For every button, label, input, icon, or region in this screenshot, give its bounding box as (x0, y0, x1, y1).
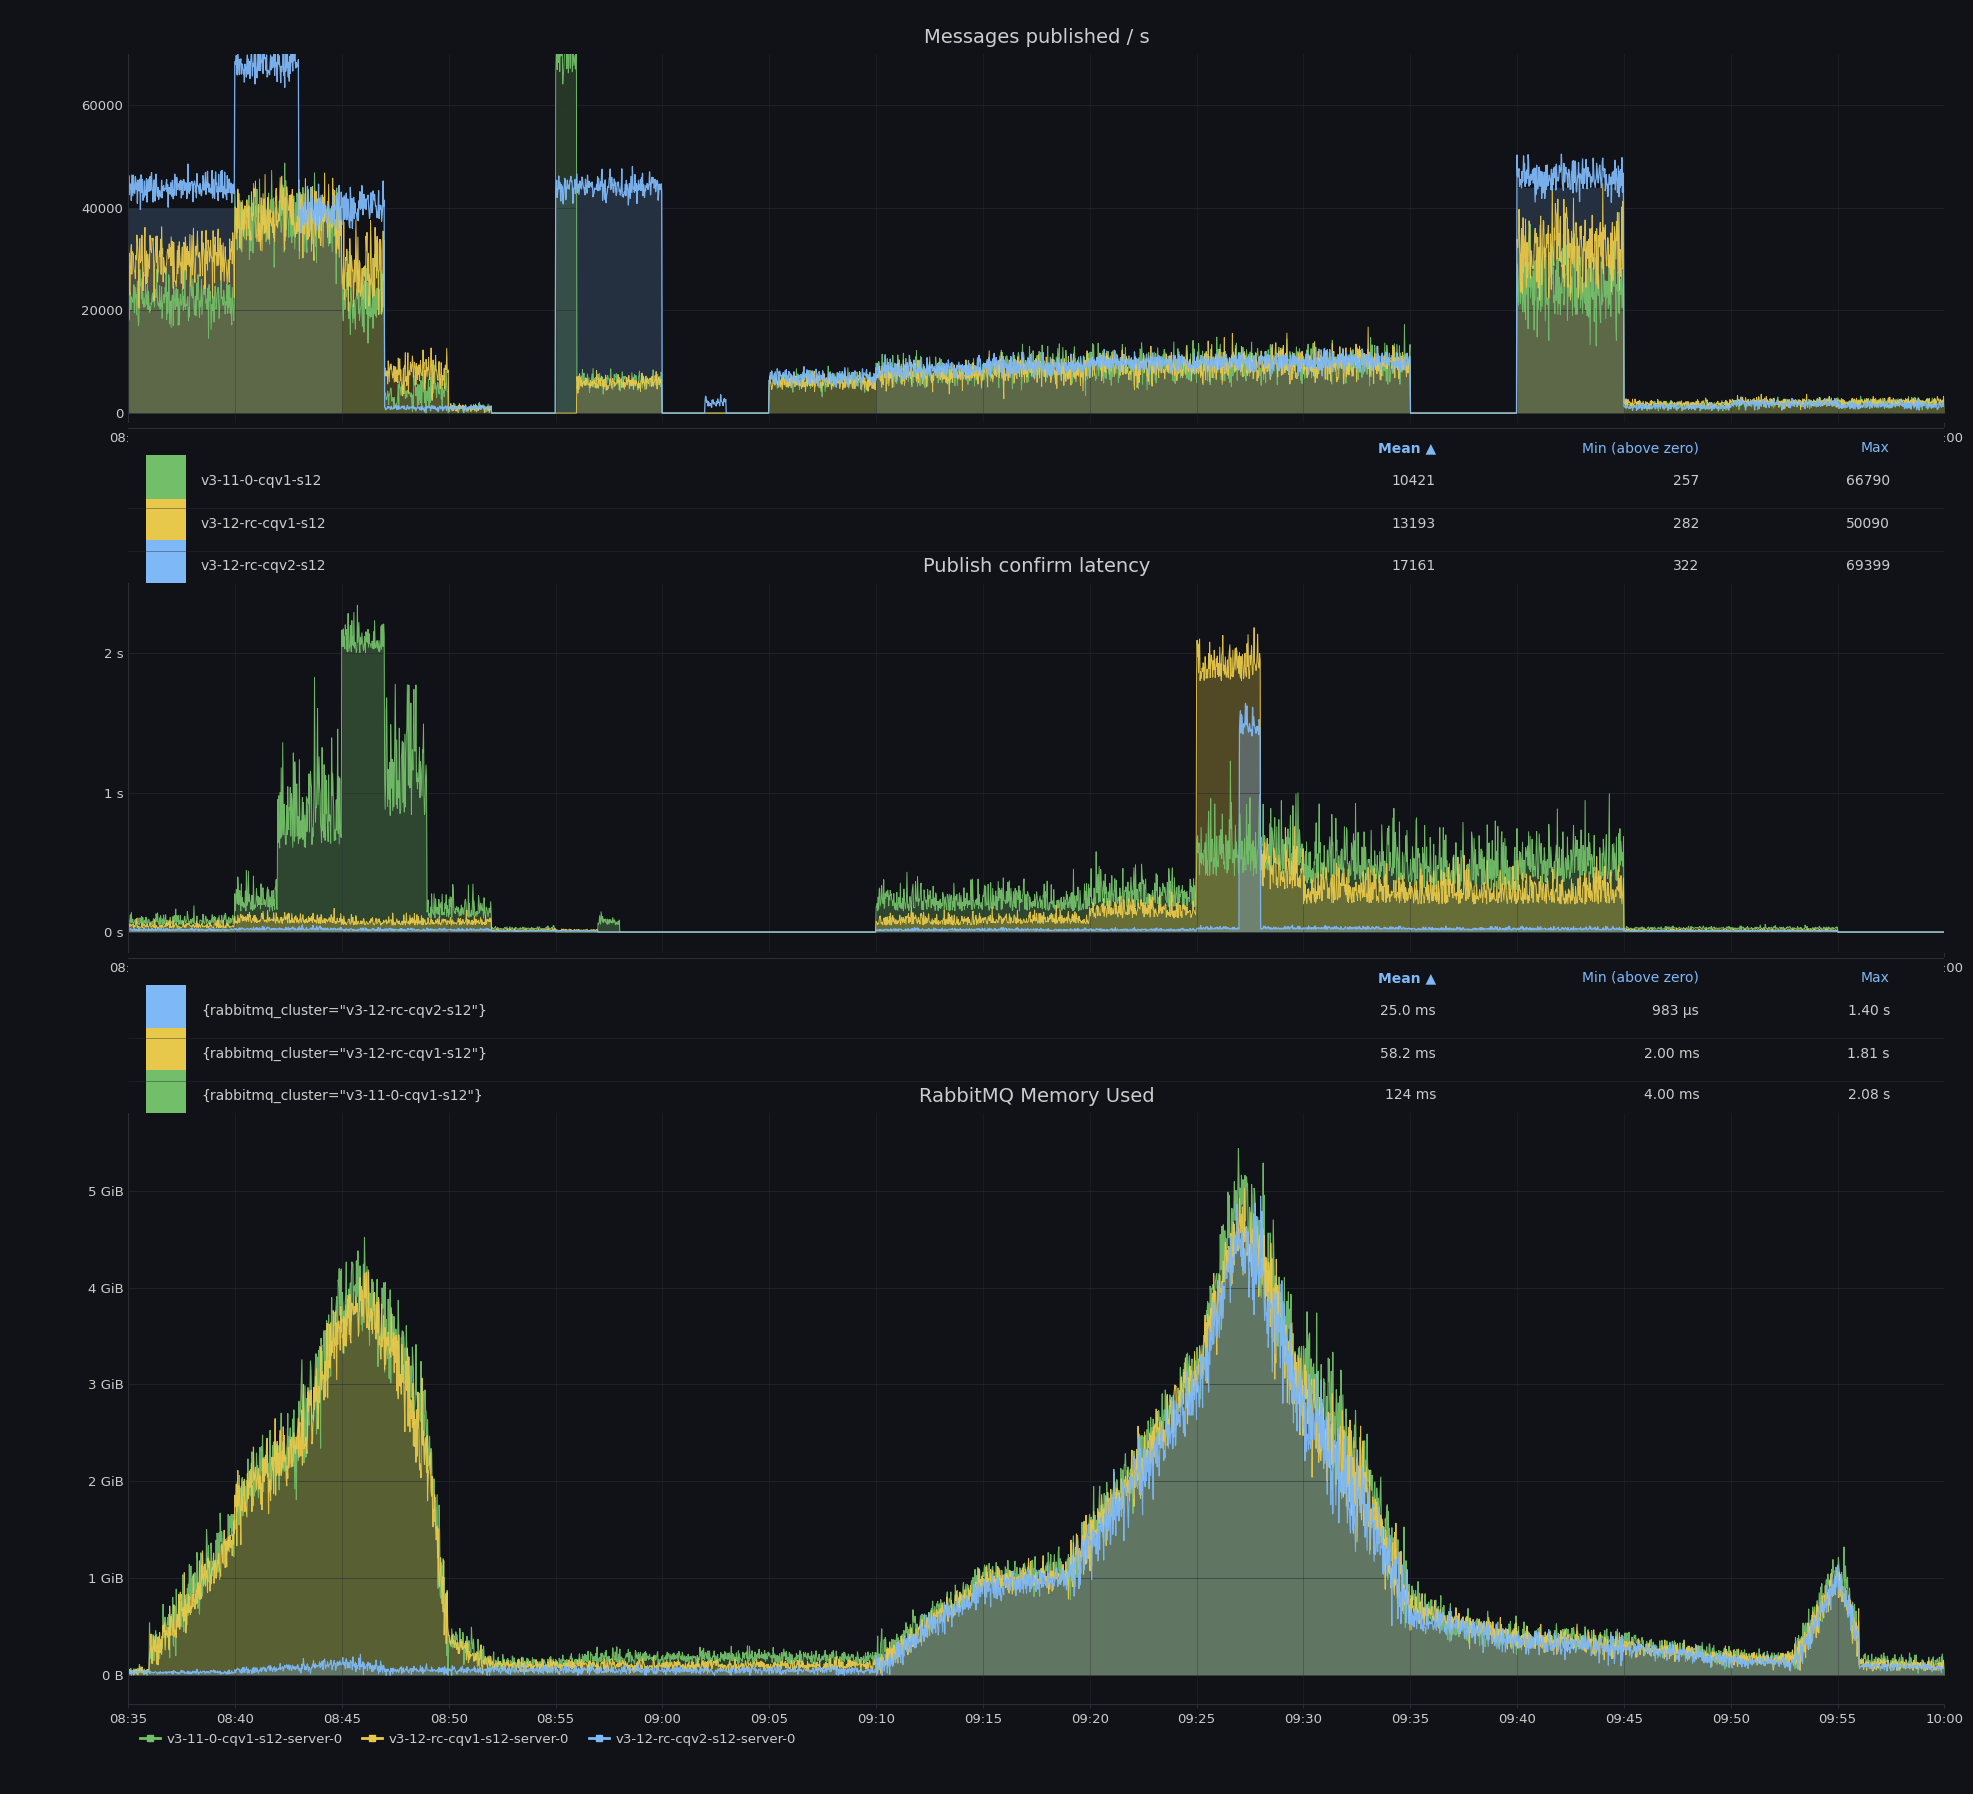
Bar (146, 985, 185, 1030)
Bar (146, 1028, 185, 1073)
Text: Max: Max (1861, 441, 1888, 456)
Text: 322: 322 (1673, 560, 1699, 572)
Text: Min (above zero): Min (above zero) (1582, 441, 1699, 456)
Text: {rabbitmq_cluster="v3-11-0-cqv1-s12"}: {rabbitmq_cluster="v3-11-0-cqv1-s12"} (201, 1089, 483, 1103)
Title: Publish confirm latency: Publish confirm latency (921, 558, 1150, 576)
Bar (146, 1069, 185, 1114)
Text: Min (above zero): Min (above zero) (1582, 971, 1699, 985)
Legend: v3-11-0-cqv1-s12-server-0, v3-12-rc-cqv1-s12-server-0, v3-12-rc-cqv2-s12-server-: v3-11-0-cqv1-s12-server-0, v3-12-rc-cqv1… (134, 1728, 801, 1751)
Text: {rabbitmq_cluster="v3-12-rc-cqv2-s12"}: {rabbitmq_cluster="v3-12-rc-cqv2-s12"} (201, 1003, 487, 1017)
Text: 17161: 17161 (1391, 560, 1434, 572)
Text: 69399: 69399 (1845, 560, 1888, 572)
Text: v3-12-rc-cqv1-s12: v3-12-rc-cqv1-s12 (201, 517, 326, 531)
Text: Max: Max (1861, 971, 1888, 985)
Text: Mean ▲: Mean ▲ (1377, 441, 1434, 456)
Bar (146, 540, 185, 585)
Text: 25.0 ms: 25.0 ms (1379, 1003, 1434, 1017)
Title: RabbitMQ Memory Used: RabbitMQ Memory Used (917, 1087, 1154, 1105)
Text: 4.00 ms: 4.00 ms (1644, 1089, 1699, 1103)
Text: 2.00 ms: 2.00 ms (1644, 1048, 1699, 1060)
Title: Messages published / s: Messages published / s (923, 27, 1148, 47)
Text: 2.08 s: 2.08 s (1847, 1089, 1888, 1103)
Text: Mean ▲: Mean ▲ (1377, 971, 1434, 985)
Text: 13193: 13193 (1391, 517, 1434, 531)
Bar (146, 456, 185, 501)
Text: 50090: 50090 (1845, 517, 1888, 531)
Text: 58.2 ms: 58.2 ms (1379, 1048, 1434, 1060)
Text: {rabbitmq_cluster="v3-12-rc-cqv1-s12"}: {rabbitmq_cluster="v3-12-rc-cqv1-s12"} (201, 1046, 487, 1060)
Text: 1.81 s: 1.81 s (1847, 1048, 1888, 1060)
Text: 124 ms: 124 ms (1383, 1089, 1434, 1103)
Text: 983 μs: 983 μs (1651, 1003, 1699, 1017)
Text: 66790: 66790 (1845, 474, 1888, 488)
Text: v3-12-rc-cqv2-s12: v3-12-rc-cqv2-s12 (201, 560, 326, 572)
Text: 282: 282 (1671, 517, 1699, 531)
Text: v3-11-0-cqv1-s12: v3-11-0-cqv1-s12 (201, 474, 322, 488)
Text: 1.40 s: 1.40 s (1847, 1003, 1888, 1017)
Text: 10421: 10421 (1391, 474, 1434, 488)
Bar (146, 499, 185, 544)
Text: 257: 257 (1673, 474, 1699, 488)
